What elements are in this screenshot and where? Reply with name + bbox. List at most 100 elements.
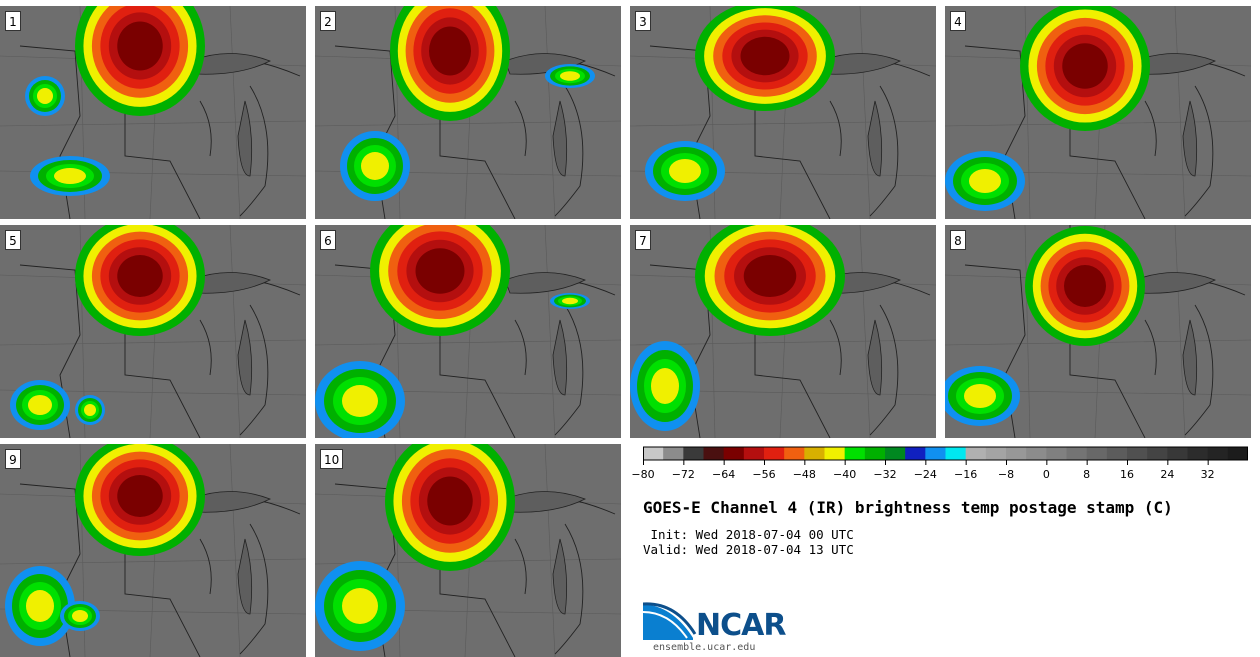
- colorbar-tick-label: −72: [671, 468, 695, 481]
- colorbar-tick-label: −80: [631, 468, 655, 481]
- map-panel-1: 1: [0, 6, 306, 219]
- cloud-cluster: [370, 225, 510, 336]
- lake-outlines: [1134, 53, 1217, 177]
- map-panel-10: 10: [315, 444, 621, 657]
- colorbar-tick-label: 24: [1160, 468, 1175, 481]
- map-panel-5: 5: [0, 225, 306, 438]
- lake-outlines: [504, 53, 587, 177]
- colorbar-swatch: [925, 447, 946, 460]
- colorbar-swatch: [985, 447, 1007, 460]
- colorbar-tick-label: 32: [1200, 468, 1215, 481]
- colorbar-swatch: [1207, 447, 1229, 460]
- lake-outlines: [189, 53, 272, 177]
- cloud-cluster: [340, 131, 410, 201]
- cloud-cluster: [10, 380, 70, 430]
- colorbar-tick-label: −64: [712, 468, 736, 481]
- colorbar-tick-label: −16: [954, 468, 978, 481]
- colorbar-swatch: [1086, 447, 1108, 460]
- map-panel-4: 4: [945, 6, 1251, 219]
- colorbar-swatch: [723, 447, 745, 460]
- colorbar-tick-label: −40: [833, 468, 857, 481]
- colorbar-swatch: [784, 447, 805, 460]
- cloud-cluster: [25, 76, 65, 116]
- panel-label: 9: [5, 449, 21, 469]
- colorbar-tick-label: −8: [997, 468, 1015, 481]
- cloud-cluster: [1025, 226, 1145, 346]
- map-panel-3: 3: [630, 6, 936, 219]
- cloud-cluster: [315, 561, 405, 651]
- logo-text: NCAR: [696, 608, 786, 643]
- colorbar-tick-label: −32: [873, 468, 897, 481]
- cloud-cluster: [545, 64, 595, 88]
- colorbar-swatch: [683, 447, 704, 460]
- figure-title: GOES-E Channel 4 (IR) brightness temp po…: [643, 498, 1173, 517]
- colorbar-swatch: [864, 447, 886, 460]
- cloud-cluster: [75, 444, 205, 556]
- panel-label: 1: [5, 11, 21, 31]
- map-panel-6: 6: [315, 225, 621, 438]
- lake-outlines: [504, 272, 587, 396]
- colorbar-tick-label: 16: [1120, 468, 1134, 481]
- colorbar-swatch: [965, 447, 987, 460]
- colorbar-tick-label: −56: [752, 468, 776, 481]
- lake-outlines: [1134, 272, 1217, 396]
- ncar-swoosh-icon: [642, 602, 697, 640]
- lake-outlines: [189, 272, 272, 396]
- cloud-cluster: [5, 566, 75, 646]
- map-panel-9: 9: [0, 444, 306, 657]
- cloud-cluster: [390, 6, 510, 121]
- cloud-cluster: [645, 141, 725, 201]
- cloud-cluster: [75, 6, 205, 116]
- colorbar-swatch: [1066, 447, 1088, 460]
- colorbar-swatch: [1106, 447, 1128, 460]
- map-panel-7: 7: [630, 225, 936, 438]
- colorbar-swatch: [1026, 447, 1047, 460]
- colorbar-tick-label: −24: [913, 468, 937, 481]
- cloud-cluster: [695, 225, 845, 336]
- colorbar-tick-label: 0: [1042, 468, 1050, 481]
- cloud-cluster: [945, 366, 1020, 426]
- cloud-cluster: [550, 293, 590, 309]
- colorbar-tick-label: 8: [1083, 468, 1091, 481]
- panel-label: 4: [950, 11, 966, 31]
- colorbar-swatch: [1227, 447, 1248, 460]
- panel-label: 7: [635, 230, 651, 250]
- cloud-cluster: [30, 156, 110, 196]
- colorbar-swatch: [1167, 447, 1188, 460]
- panel-label: 2: [320, 11, 336, 31]
- cloud-cluster: [75, 225, 205, 336]
- colorbar-border: [643, 446, 1248, 461]
- colorbar-swatch: [885, 447, 906, 460]
- panel-label: 10: [320, 449, 344, 469]
- colorbar-swatch: [1147, 447, 1168, 460]
- colorbar-swatch: [905, 447, 926, 460]
- colorbar-swatch: [764, 447, 785, 460]
- cloud-cluster: [695, 6, 835, 111]
- colorbar-swatch: [743, 447, 765, 460]
- map-panel-2: 2: [315, 6, 621, 219]
- cloud-cluster: [75, 395, 105, 425]
- panel-label: 6: [320, 230, 336, 250]
- colorbar-swatch: [1127, 447, 1148, 460]
- cloud-cluster: [385, 444, 515, 571]
- colorbar: [643, 446, 1248, 465]
- colorbar-tick-label: −48: [792, 468, 816, 481]
- cloud-cluster: [1020, 6, 1150, 131]
- colorbar-swatch: [804, 447, 825, 460]
- panel-label: 8: [950, 230, 966, 250]
- panel-label: 3: [635, 11, 651, 31]
- lake-outlines: [504, 491, 587, 615]
- colorbar-swatch: [703, 447, 725, 460]
- colorbar-swatch: [643, 447, 664, 460]
- cloud-cluster: [945, 151, 1025, 211]
- lake-outlines: [819, 53, 902, 177]
- colorbar-swatch: [945, 447, 967, 460]
- colorbar-swatch: [1187, 447, 1209, 460]
- colorbar-swatch: [1046, 447, 1067, 460]
- logo-url: ensemble.ucar.edu: [653, 642, 756, 653]
- panel-label: 5: [5, 230, 21, 250]
- colorbar-swatch: [844, 447, 866, 460]
- cloud-cluster: [630, 341, 700, 431]
- lake-outlines: [189, 491, 272, 615]
- colorbar-swatch: [1006, 447, 1027, 460]
